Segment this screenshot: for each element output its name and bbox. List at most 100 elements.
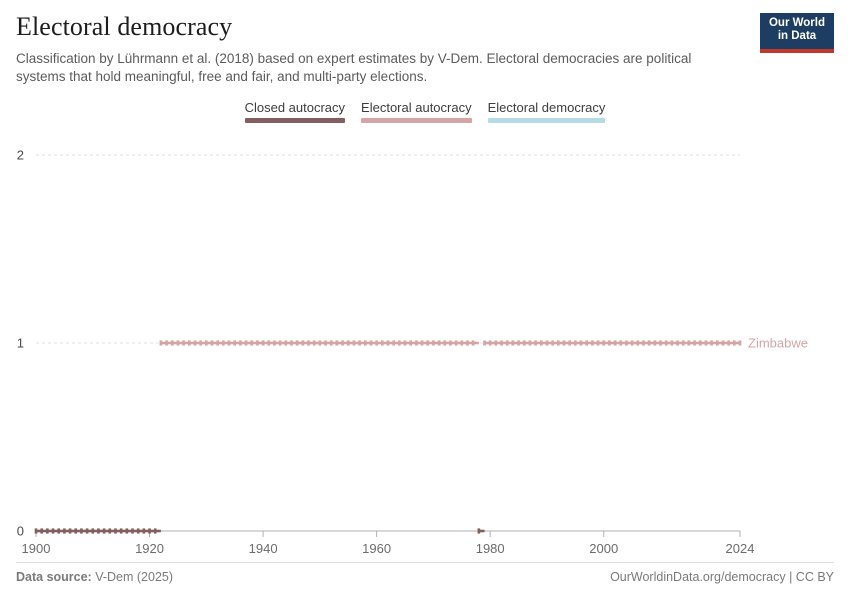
data-point-marker	[250, 340, 254, 346]
data-point-marker	[557, 340, 560, 346]
data-point-marker	[91, 528, 95, 534]
data-point-marker	[358, 340, 361, 346]
data-point-marker	[301, 340, 305, 346]
data-point-marker	[437, 340, 441, 346]
data-point-marker	[466, 340, 469, 346]
data-point-marker	[34, 528, 38, 534]
data-point-marker	[738, 340, 742, 346]
data-point-marker	[290, 340, 293, 346]
data-point-marker	[216, 340, 219, 346]
legend-item-label: Electoral autocracy	[361, 100, 472, 115]
xtick-label-1940: 1940	[249, 541, 278, 556]
data-point-marker	[239, 340, 242, 346]
data-point-marker	[119, 528, 123, 534]
data-point-marker	[698, 340, 702, 346]
data-point-marker	[659, 340, 662, 346]
footer-source-label: Data source:	[16, 570, 92, 584]
data-point-marker	[483, 340, 486, 346]
data-point-marker	[267, 340, 271, 346]
data-point-marker	[80, 528, 83, 534]
data-point-marker	[142, 528, 146, 534]
data-point-marker	[443, 340, 447, 346]
data-point-marker	[205, 340, 208, 346]
ytick-label-0: 0	[17, 524, 24, 539]
data-point-marker	[477, 528, 481, 534]
data-point-marker	[454, 340, 458, 346]
data-point-marker	[51, 528, 55, 534]
data-point-marker	[534, 340, 537, 346]
data-point-marker	[108, 528, 112, 534]
data-point-marker	[687, 340, 691, 346]
data-point-marker	[57, 528, 61, 534]
data-point-marker	[704, 340, 708, 346]
data-point-marker	[114, 528, 117, 534]
data-point-marker	[449, 340, 452, 346]
data-point-marker	[420, 340, 424, 346]
data-point-marker	[522, 340, 526, 346]
data-point-marker	[642, 340, 645, 346]
data-point-marker	[346, 340, 350, 346]
data-point-marker	[551, 340, 554, 346]
data-point-marker	[432, 340, 435, 346]
footer-source-value: V-Dem (2025)	[95, 570, 174, 584]
data-point-marker	[233, 340, 237, 346]
legend-item-0[interactable]: Closed autocracy	[237, 100, 353, 123]
data-point-marker	[630, 340, 634, 346]
data-point-marker	[693, 340, 696, 346]
series-end-label[interactable]: Zimbabwe	[748, 336, 808, 351]
xtick-label-2000: 2000	[589, 541, 618, 556]
data-point-marker	[676, 340, 679, 346]
series-zimbabwe	[34, 340, 742, 534]
data-point-marker	[602, 340, 606, 346]
legend-item-label: Closed autocracy	[244, 100, 346, 115]
data-point-marker	[244, 340, 248, 346]
data-point-marker	[170, 340, 174, 346]
data-point-marker	[295, 340, 299, 346]
data-point-marker	[261, 340, 265, 346]
chart-legend: Closed autocracy Electoral autocracy Elect…	[0, 100, 850, 123]
data-point-marker	[500, 340, 503, 346]
ytick-label-1: 1	[17, 336, 24, 351]
data-point-marker	[539, 340, 543, 346]
data-point-marker	[710, 340, 713, 346]
data-point-marker	[68, 528, 72, 534]
data-point-marker	[278, 340, 282, 346]
data-point-marker	[653, 340, 657, 346]
data-point-marker	[733, 340, 736, 346]
data-point-marker	[579, 340, 583, 346]
data-point-marker	[596, 340, 600, 346]
data-point-marker	[199, 340, 202, 346]
data-point-marker	[608, 340, 611, 346]
data-point-marker	[392, 340, 395, 346]
legend-item-2[interactable]: Electoral democracy	[480, 100, 614, 123]
owid-logo-line2: in Data	[777, 30, 817, 42]
xtick-label-1980: 1980	[476, 541, 505, 556]
data-point-marker	[307, 340, 310, 346]
data-point-marker	[568, 340, 571, 346]
data-point-marker	[505, 340, 509, 346]
data-point-marker	[273, 340, 276, 346]
data-point-marker	[636, 340, 640, 346]
data-point-marker	[613, 340, 617, 346]
chart-svg: 0 1 2 1900 1920 1940 1960 1980 2000 2024 Zimbabwe	[17, 148, 808, 557]
footer-divider	[16, 562, 834, 563]
data-point-marker	[670, 340, 674, 346]
data-point-marker	[102, 528, 106, 534]
data-point-marker	[398, 340, 401, 346]
owid-logo[interactable]: Our World in Data	[760, 13, 834, 53]
data-point-marker	[528, 340, 532, 346]
data-point-marker	[471, 340, 475, 346]
data-point-marker	[182, 340, 185, 346]
data-point-marker	[165, 340, 168, 346]
xtick-label-1920: 1920	[135, 541, 164, 556]
data-point-marker	[415, 340, 418, 346]
data-point-marker	[363, 340, 367, 346]
chart-subtitle: Classification by Lührmann et al. (2018)…	[16, 51, 692, 84]
data-point-marker	[352, 340, 356, 346]
footer-attribution[interactable]: OurWorldinData.org/democracy | CC BY	[610, 570, 834, 584]
data-point-marker	[625, 340, 628, 346]
legend-item-1[interactable]: Electoral autocracy	[353, 100, 480, 123]
chart-plot-area: 0 1 2 1900 1920 1940 1960 1980 2000 2024 Zimbabwe	[0, 140, 850, 560]
data-point-marker	[335, 340, 339, 346]
